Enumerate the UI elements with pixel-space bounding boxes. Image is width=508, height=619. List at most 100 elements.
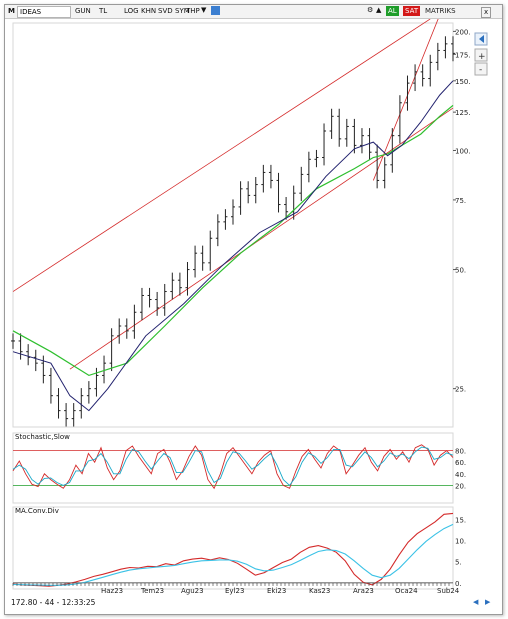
date-tick-label: Haz23 bbox=[101, 587, 123, 595]
price-bar bbox=[367, 128, 372, 161]
stochastic-panel: Stochastic,Slow 20. 40. 60. 80. bbox=[12, 432, 466, 504]
check-icon[interactable] bbox=[211, 6, 220, 15]
price-bar bbox=[261, 164, 266, 193]
date-tick-label: Tem23 bbox=[140, 587, 164, 595]
settings-icon[interactable]: ⚙ bbox=[367, 6, 374, 14]
macd-tick-label: 10. bbox=[455, 537, 466, 545]
price-tick-label: 50. bbox=[455, 267, 466, 275]
stochastic-k-line bbox=[12, 444, 454, 490]
scroll-left-icon[interactable]: ◀ bbox=[473, 598, 479, 606]
option-button-sym[interactable]: SYM bbox=[175, 7, 190, 15]
close-button[interactable]: x bbox=[481, 7, 492, 18]
price-bar bbox=[132, 304, 137, 339]
price-bar bbox=[246, 181, 251, 204]
plus-icon: + bbox=[478, 52, 486, 62]
macd-panel: MA.Conv.Div 0. 5. 10. 15. bbox=[12, 506, 466, 590]
price-bar bbox=[329, 108, 334, 139]
price-bar bbox=[397, 95, 402, 144]
chart-area: 25. 50. 75. 100. 125. 150. 175. 200. Stochastic… bbox=[5, 19, 502, 595]
stochastic-frame bbox=[12, 432, 454, 504]
stochastic-tick-label: 20. bbox=[455, 482, 466, 490]
date-tick-label: Eki23 bbox=[267, 587, 286, 595]
price-bar bbox=[71, 403, 76, 427]
stochastic-title: Stochastic,Slow bbox=[15, 433, 70, 441]
matriks-logo[interactable]: MATRIKS bbox=[425, 7, 456, 15]
toolbar: M IDEAS GUN TL LOG KHN SVD SYM THP ▼ ⚙ ▲… bbox=[5, 5, 502, 19]
price-bar bbox=[268, 164, 273, 189]
price-bar bbox=[86, 381, 91, 404]
price-bar bbox=[231, 199, 235, 225]
price-bar bbox=[64, 403, 69, 427]
date-axis: Haz23 Tem23 Agu23 Eyl23 Eki23 Kas23 Ara23 Oca24… bbox=[12, 582, 460, 595]
price-tick-label: 25. bbox=[455, 386, 466, 394]
price-bar bbox=[314, 149, 319, 168]
date-tick-label: Kas23 bbox=[309, 587, 330, 595]
price-bar bbox=[102, 355, 107, 384]
zoom-out-button[interactable] bbox=[474, 62, 488, 76]
price-bar bbox=[253, 177, 258, 204]
menu-m-button[interactable]: M bbox=[8, 7, 15, 15]
price-bar bbox=[375, 144, 380, 189]
price-bar bbox=[337, 108, 342, 147]
price-readout: 172.80 - 44 - 12:33:25 bbox=[11, 598, 96, 607]
chart-window: M IDEAS GUN TL LOG KHN SVD SYM THP ▼ ⚙ ▲… bbox=[4, 4, 503, 615]
option-button-svd[interactable]: SVD bbox=[158, 7, 173, 15]
option-button-thp[interactable]: THP bbox=[186, 7, 200, 15]
stochastic-tick-label: 80. bbox=[455, 448, 466, 456]
price-bar bbox=[451, 36, 455, 62]
zoom-in-button[interactable] bbox=[474, 48, 488, 62]
status-bar: 172.80 - 44 - 12:33:25 ◀ ▶ bbox=[5, 595, 502, 614]
price-bar bbox=[344, 118, 349, 147]
option-button-log[interactable]: LOG bbox=[124, 7, 139, 15]
macd-tick-label: 15. bbox=[455, 516, 466, 524]
price-bar bbox=[33, 349, 38, 372]
price-bar bbox=[238, 181, 243, 215]
price-bar bbox=[322, 123, 327, 166]
dropdown-arrow-icon[interactable]: ▼ bbox=[201, 6, 207, 14]
price-tick-label: 75. bbox=[455, 197, 466, 205]
price-bar bbox=[276, 172, 281, 213]
price-bar bbox=[382, 157, 387, 189]
price-bar bbox=[284, 196, 289, 220]
price-bar bbox=[147, 287, 152, 308]
price-bar bbox=[18, 333, 23, 360]
price-bar bbox=[299, 166, 304, 202]
period-button-gun[interactable]: GUN bbox=[75, 7, 91, 15]
price-bar bbox=[405, 75, 410, 111]
price-bar bbox=[435, 42, 440, 71]
buy-button[interactable]: AL bbox=[386, 6, 399, 16]
price-bar bbox=[359, 128, 364, 154]
sell-button[interactable]: SAT bbox=[403, 6, 421, 16]
price-bar bbox=[56, 388, 61, 419]
minus-icon: - bbox=[479, 65, 482, 75]
price-tick-label: 150. bbox=[455, 78, 471, 86]
price-bar bbox=[200, 245, 205, 271]
price-bar bbox=[223, 209, 228, 230]
macd-tick-label: 0. bbox=[455, 580, 462, 588]
price-bar bbox=[443, 36, 448, 59]
price-bar bbox=[352, 118, 357, 154]
price-panel: 25. 50. 75. 100. 125. 150. 175. 200. bbox=[11, 19, 471, 428]
price-bar bbox=[208, 230, 213, 271]
price-tick-label: 100. bbox=[455, 147, 471, 155]
macd-line bbox=[12, 512, 454, 587]
period-button-tl[interactable]: TL bbox=[99, 7, 108, 15]
left-arrow-icon bbox=[479, 35, 484, 43]
symbol-input[interactable]: IDEAS bbox=[17, 6, 71, 18]
short-moving-average-line bbox=[12, 80, 454, 412]
long-moving-average-line bbox=[12, 104, 454, 377]
price-bar bbox=[26, 344, 31, 366]
price-bar bbox=[193, 245, 198, 278]
price-bar bbox=[420, 64, 425, 87]
macd-tick-label: 5. bbox=[455, 559, 462, 567]
signal-icon[interactable]: ▲ bbox=[376, 6, 382, 14]
price-bar bbox=[11, 333, 15, 349]
price-tick-label: 125. bbox=[455, 109, 471, 117]
date-tick-label: Oca24 bbox=[395, 587, 418, 595]
price-tick-label: 175. bbox=[455, 51, 471, 59]
date-tick-label: Agu23 bbox=[181, 587, 204, 595]
scroll-right-icon[interactable]: ▶ bbox=[485, 598, 491, 606]
macd-frame bbox=[12, 506, 454, 590]
option-button-khn[interactable]: KHN bbox=[141, 7, 157, 15]
price-bar bbox=[79, 388, 84, 419]
